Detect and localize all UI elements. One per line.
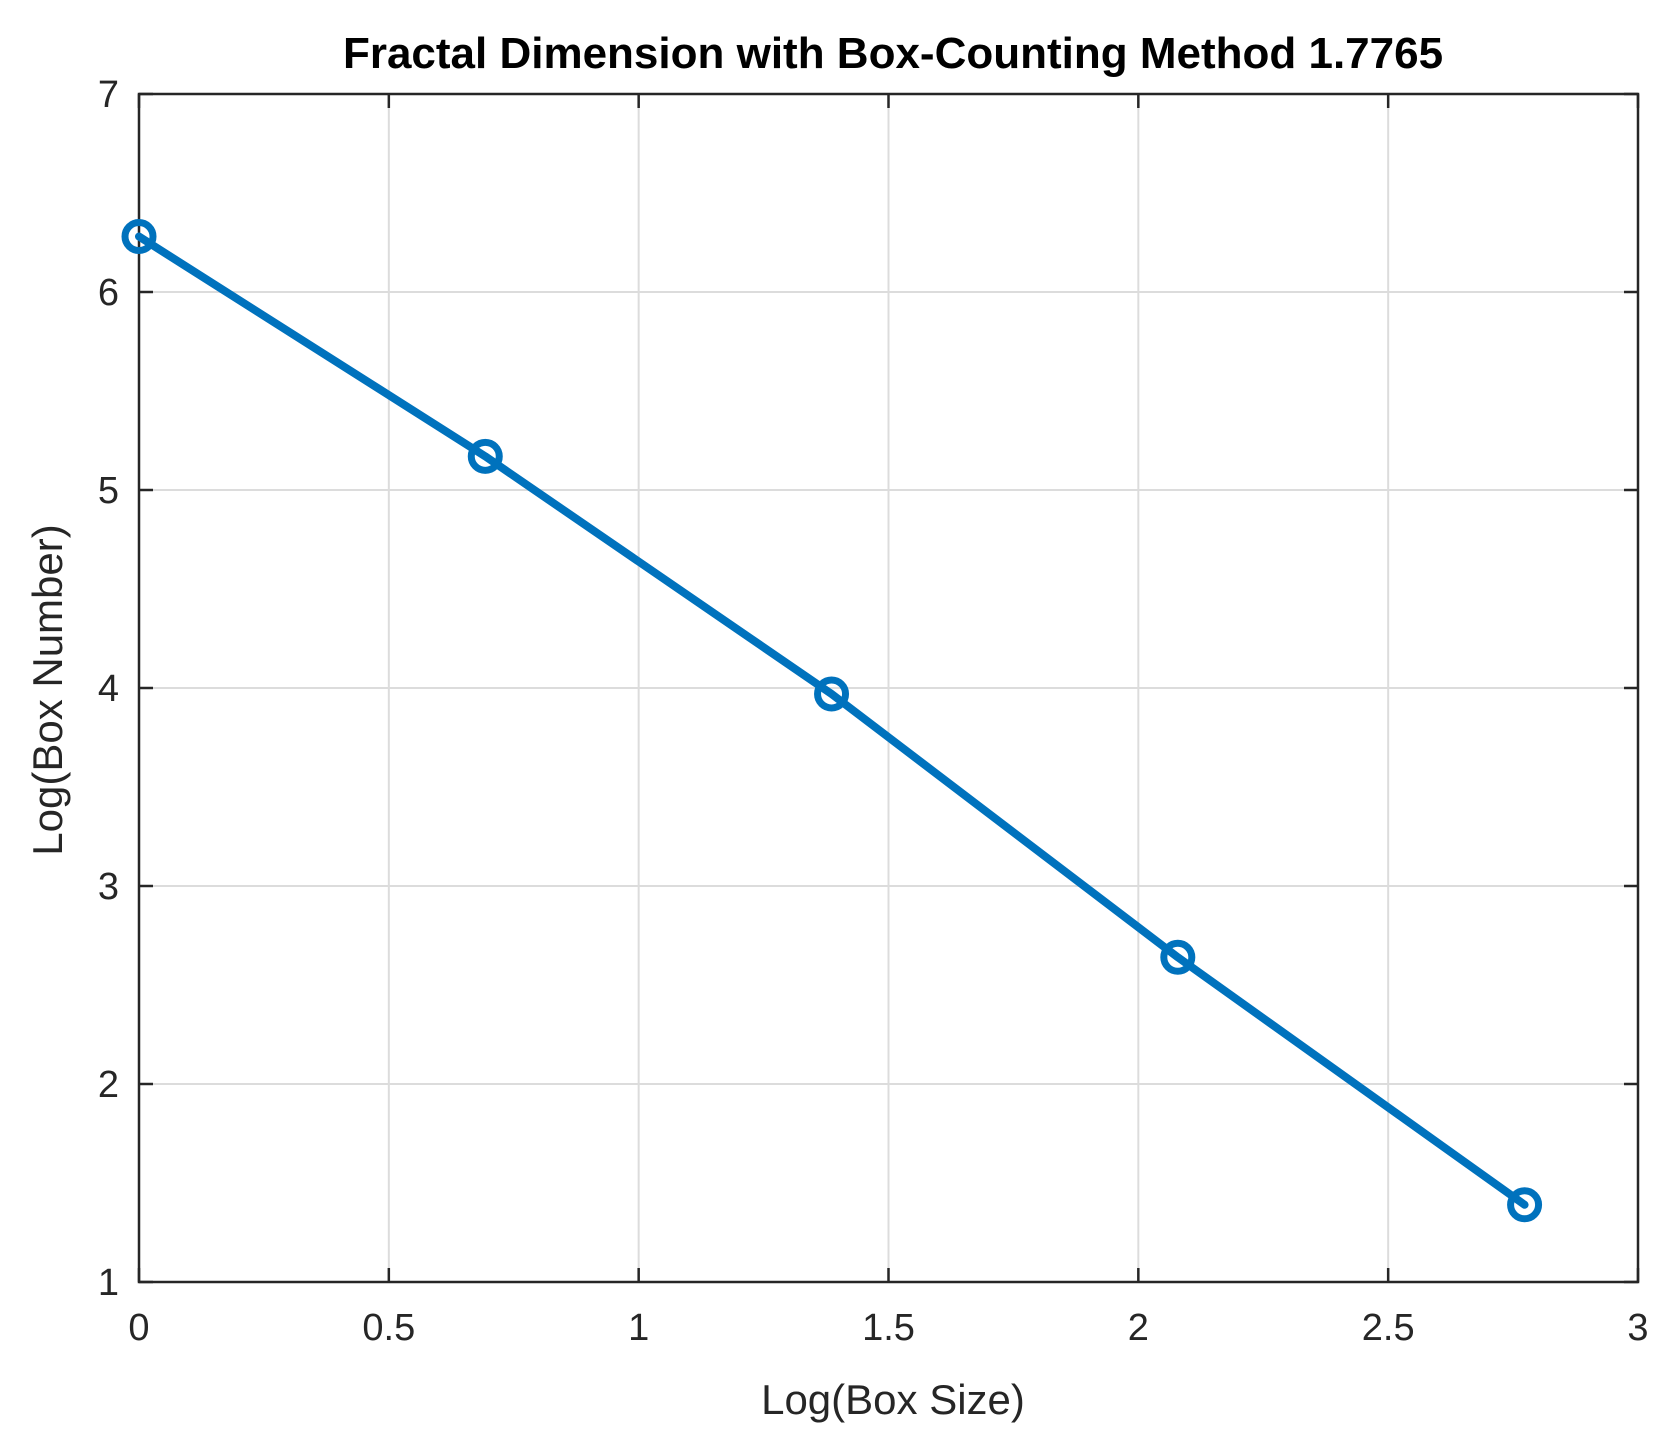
y-tick-label: 1 [98,1262,119,1304]
y-axis-label: Log(Box Number) [24,524,71,855]
grid-layer [139,94,1638,1282]
y-tick-label: 2 [98,1064,119,1106]
plot-frame [137,92,1640,1284]
y-tick-label: 4 [98,668,119,710]
x-tick-label: 0.5 [362,1307,415,1349]
y-tick-label: 7 [98,74,119,116]
data-point-marker [1507,1187,1543,1223]
x-tick-label: 0 [128,1307,149,1349]
x-tick-label: 3 [1627,1307,1648,1349]
x-tick-label: 2.5 [1362,1307,1415,1349]
data-point-marker [814,676,850,712]
data-point-marker [1160,939,1196,975]
x-tick-label: 1.5 [862,1307,915,1349]
chart-title: Fractal Dimension with Box-Counting Meth… [343,29,1443,78]
data-point-marker [121,219,157,255]
series-line [135,232,1529,1209]
x-tick-label: 1 [628,1307,649,1349]
y-tick-label: 5 [98,470,119,512]
y-tick-label: 6 [98,272,119,314]
x-axis-label: Log(Box Size) [761,1376,1025,1423]
y-tick-label: 3 [98,866,119,908]
series-layer [121,219,1543,1223]
axes-layer: 0 0.5 1 1.5 2 2.5 3 1 2 3 4 5 6 7 [98,74,1649,1349]
data-point-marker [467,438,503,474]
x-tick-label: 2 [1128,1307,1149,1349]
